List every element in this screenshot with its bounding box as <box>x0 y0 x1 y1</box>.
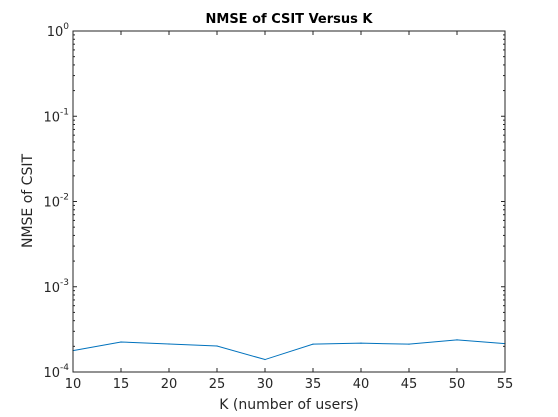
x-tick-label: 10 <box>65 377 82 392</box>
y-tick-label: 100 <box>47 22 70 40</box>
y-tick-base: 10 <box>43 281 60 296</box>
y-tick-base: 10 <box>43 196 60 211</box>
data-point <box>408 343 410 345</box>
y-tick-exponent: -2 <box>60 193 69 203</box>
series-line <box>72 339 506 361</box>
x-tick-label: 40 <box>353 377 370 392</box>
plot-frame <box>72 30 506 373</box>
chart-title: NMSE of CSIT Versus K <box>206 12 374 27</box>
y-tick-exponent: -3 <box>60 278 69 288</box>
x-tick-label: 55 <box>497 377 514 392</box>
x-tick-label: 30 <box>257 377 274 392</box>
y-tick-base: 10 <box>43 110 60 125</box>
data-point <box>312 343 314 345</box>
x-tick-label: 15 <box>113 377 130 392</box>
x-tick-label: 25 <box>209 377 226 392</box>
y-axis-label: NMSE of CSIT <box>20 154 36 248</box>
y-tick-exponent: -1 <box>60 107 69 117</box>
y-tick-exponent: 0 <box>63 22 69 32</box>
x-tick-label: 50 <box>449 377 466 392</box>
y-tick-label: 10-3 <box>43 278 69 296</box>
data-point <box>120 341 122 343</box>
y-tick-base: 10 <box>47 25 64 40</box>
plot-area <box>73 31 505 372</box>
x-tick-label: 35 <box>305 377 322 392</box>
y-tick-label: 10-2 <box>43 193 69 211</box>
y-tick-exponent: -4 <box>60 363 69 373</box>
x-tick-label: 45 <box>401 377 418 392</box>
data-point <box>264 358 266 361</box>
y-tick-label: 10-1 <box>43 107 69 125</box>
y-tick-base: 10 <box>43 366 60 381</box>
x-axis-label: K (number of users) <box>219 397 358 413</box>
data-point <box>168 343 170 345</box>
data-point <box>360 342 362 344</box>
x-tick-label: 20 <box>161 377 178 392</box>
y-tick-label: 10-4 <box>43 363 69 381</box>
data-point <box>456 339 458 341</box>
data-point <box>216 345 218 347</box>
